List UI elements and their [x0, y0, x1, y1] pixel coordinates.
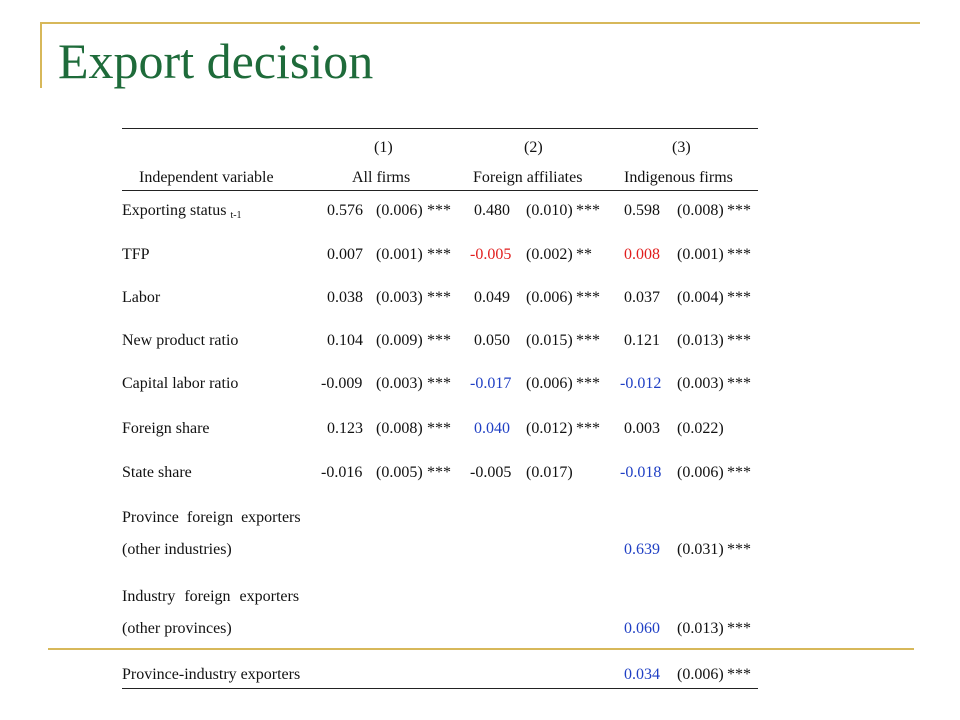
row-label: (other provinces): [122, 620, 232, 637]
coef: -0.009: [321, 375, 363, 392]
column-header-variable: Independent variable: [139, 169, 274, 186]
frame-bottom-line: [48, 648, 914, 650]
std-error: (0.005): [376, 464, 423, 481]
std-error: (0.009): [376, 332, 423, 349]
coef: 0.049: [474, 289, 510, 306]
std-error: (0.022): [677, 420, 724, 437]
coef: 0.037: [624, 289, 660, 306]
std-error: (0.001): [677, 246, 724, 263]
significance: ***: [727, 620, 751, 637]
std-error: (0.004): [677, 289, 724, 306]
frame-top-line: [40, 22, 920, 24]
std-error: (0.008): [376, 420, 423, 437]
row-label: Province-industry exporters: [122, 666, 301, 683]
std-error: (0.006): [526, 289, 573, 306]
coef: -0.016: [321, 464, 363, 481]
std-error: (0.003): [376, 375, 423, 392]
std-error: (0.006): [526, 375, 573, 392]
std-error: (0.006): [677, 666, 724, 683]
significance: ***: [576, 332, 600, 349]
group-header-3: (3): [672, 139, 691, 156]
frame-left-line: [40, 22, 42, 88]
row-label: State share: [122, 464, 192, 481]
coef: 0.007: [327, 246, 363, 263]
significance: ***: [727, 332, 751, 349]
coef-highlighted: 0.060: [624, 620, 660, 637]
row-label: Industry foreign exporters: [122, 588, 300, 605]
std-error: (0.031): [677, 541, 724, 558]
coef: 0.598: [624, 202, 660, 219]
group-header-1: (1): [374, 139, 393, 156]
std-error: (0.006): [376, 202, 423, 219]
significance: ***: [727, 246, 751, 263]
row-label: Exporting status t-1: [122, 202, 242, 221]
significance: **: [576, 246, 592, 263]
coef-highlighted: -0.018: [620, 464, 662, 481]
column-header-indigenous: Indigenous firms: [624, 169, 733, 186]
coef: -0.005: [470, 464, 512, 481]
significance: ***: [576, 289, 600, 306]
row-label-subscript: t-1: [230, 210, 242, 221]
significance: ***: [727, 666, 751, 683]
row-label: Province foreign exporters: [122, 509, 301, 526]
row-label: Labor: [122, 289, 161, 306]
std-error: (0.003): [677, 375, 724, 392]
significance: ***: [727, 464, 751, 481]
significance: ***: [427, 202, 451, 219]
coef-highlighted: 0.040: [474, 420, 510, 437]
significance: ***: [576, 202, 600, 219]
std-error: (0.006): [677, 464, 724, 481]
std-error: (0.008): [677, 202, 724, 219]
std-error: (0.003): [376, 289, 423, 306]
coef: 0.123: [327, 420, 363, 437]
page-title: Export decision: [58, 33, 374, 89]
coef: 0.050: [474, 332, 510, 349]
coef: 0.104: [327, 332, 363, 349]
coef: 0.003: [624, 420, 660, 437]
std-error: (0.012): [526, 420, 573, 437]
significance: ***: [727, 375, 751, 392]
coef-highlighted: -0.005: [470, 246, 512, 263]
significance: ***: [576, 375, 600, 392]
significance: ***: [727, 289, 751, 306]
significance: ***: [727, 202, 751, 219]
row-label: TFP: [122, 246, 150, 263]
significance: ***: [427, 332, 451, 349]
coef: 0.038: [327, 289, 363, 306]
std-error: (0.001): [376, 246, 423, 263]
significance: ***: [427, 289, 451, 306]
significance: ***: [427, 420, 451, 437]
std-error: (0.013): [677, 332, 724, 349]
coef: 0.576: [327, 202, 363, 219]
group-header-2: (2): [524, 139, 543, 156]
significance: ***: [427, 246, 451, 263]
column-header-foreign: Foreign affiliates: [473, 169, 583, 186]
significance: ***: [727, 541, 751, 558]
table-header-rule: [122, 190, 758, 191]
coef-highlighted: -0.017: [470, 375, 512, 392]
significance: ***: [576, 420, 600, 437]
coef-highlighted: -0.012: [620, 375, 662, 392]
coef-highlighted: 0.034: [624, 666, 660, 683]
std-error: (0.002): [526, 246, 573, 263]
significance: ***: [427, 464, 451, 481]
table-bottom-rule: [122, 688, 758, 689]
significance: ***: [427, 375, 451, 392]
row-label: New product ratio: [122, 332, 239, 349]
row-label: (other industries): [122, 541, 232, 558]
coef-highlighted: 0.639: [624, 541, 660, 558]
coef: 0.121: [624, 332, 660, 349]
coef: 0.480: [474, 202, 510, 219]
std-error: (0.015): [526, 332, 573, 349]
table-top-rule: [122, 128, 758, 129]
std-error: (0.017): [526, 464, 573, 481]
std-error: (0.010): [526, 202, 573, 219]
coef-highlighted: 0.008: [624, 246, 660, 263]
row-label: Foreign share: [122, 420, 210, 437]
row-label: Capital labor ratio: [122, 375, 239, 392]
std-error: (0.013): [677, 620, 724, 637]
column-header-all-firms: All firms: [352, 169, 411, 186]
